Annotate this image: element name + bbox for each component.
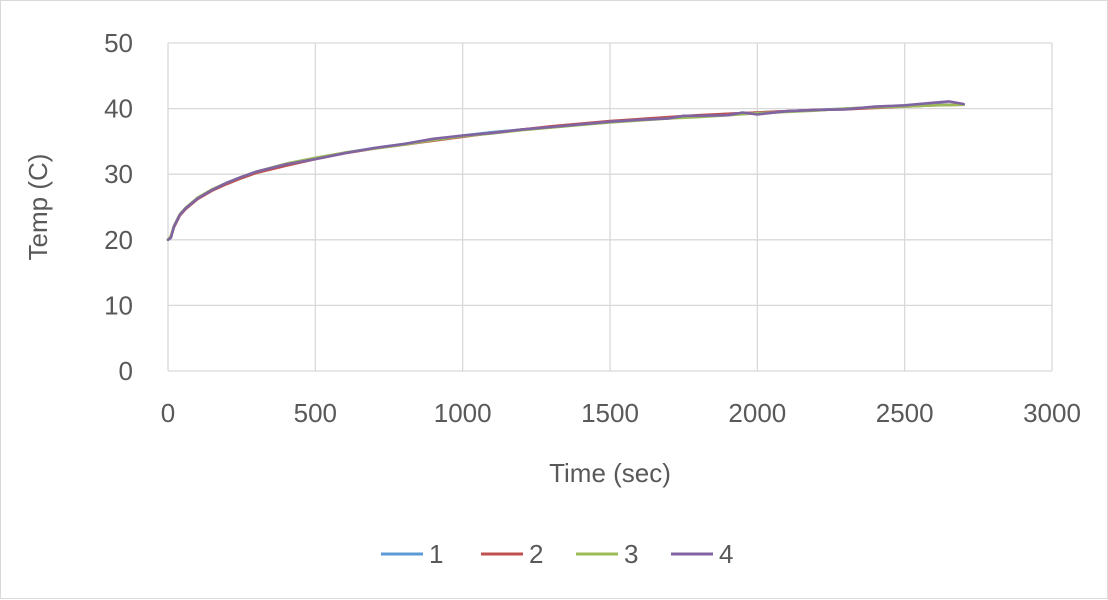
x-tick-label: 2000: [728, 398, 786, 428]
legend-label-2: 2: [529, 539, 543, 569]
x-axis-ticks: 0 500 1000 1500 2000 2500 3000: [161, 398, 1081, 428]
y-axis-ticks: 0 10 20 30 40 50: [104, 28, 133, 386]
x-tick-label: 1000: [434, 398, 492, 428]
legend: 1 2 3 4: [381, 539, 733, 569]
y-tick-label: 0: [119, 356, 133, 386]
legend-label-4: 4: [719, 539, 733, 569]
x-axis-title: Time (sec): [549, 458, 671, 488]
x-tick-label: 1500: [581, 398, 639, 428]
y-tick-label: 30: [104, 159, 133, 189]
y-tick-label: 10: [104, 290, 133, 320]
x-tick-label: 3000: [1023, 398, 1081, 428]
series-line-4: [166, 100, 965, 242]
y-tick-label: 20: [104, 225, 133, 255]
legend-label-3: 3: [624, 539, 638, 569]
legend-label-1: 1: [429, 539, 443, 569]
y-tick-label: 40: [104, 94, 133, 124]
gridlines: [167, 42, 1053, 372]
y-tick-label: 50: [104, 28, 133, 58]
x-tick-label: 2500: [876, 398, 934, 428]
y-axis-title: Temp (C): [23, 154, 53, 261]
x-tick-label: 500: [294, 398, 337, 428]
x-tick-label: 0: [161, 398, 175, 428]
series-lines: [166, 100, 965, 242]
